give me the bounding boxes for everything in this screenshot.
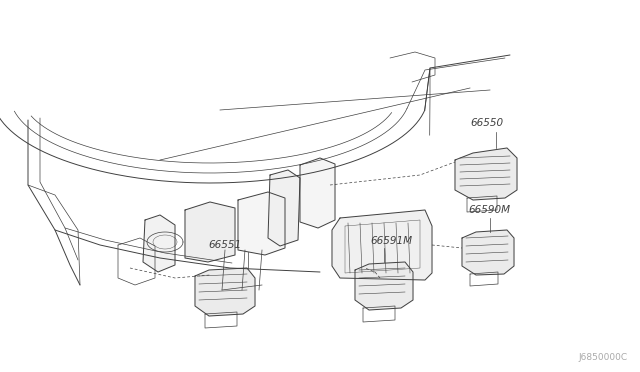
Polygon shape: [355, 262, 413, 310]
Polygon shape: [238, 192, 285, 255]
Polygon shape: [455, 148, 517, 200]
Polygon shape: [268, 170, 300, 246]
Polygon shape: [300, 158, 335, 228]
Polygon shape: [143, 215, 175, 272]
Text: 66590M: 66590M: [468, 205, 510, 215]
Text: 66550: 66550: [470, 118, 503, 128]
Polygon shape: [185, 202, 235, 262]
Polygon shape: [195, 268, 255, 316]
Text: 66551: 66551: [209, 240, 241, 250]
Text: J6850000C: J6850000C: [579, 353, 628, 362]
Polygon shape: [462, 230, 514, 275]
Text: 66591M: 66591M: [370, 236, 412, 246]
Polygon shape: [332, 210, 432, 280]
